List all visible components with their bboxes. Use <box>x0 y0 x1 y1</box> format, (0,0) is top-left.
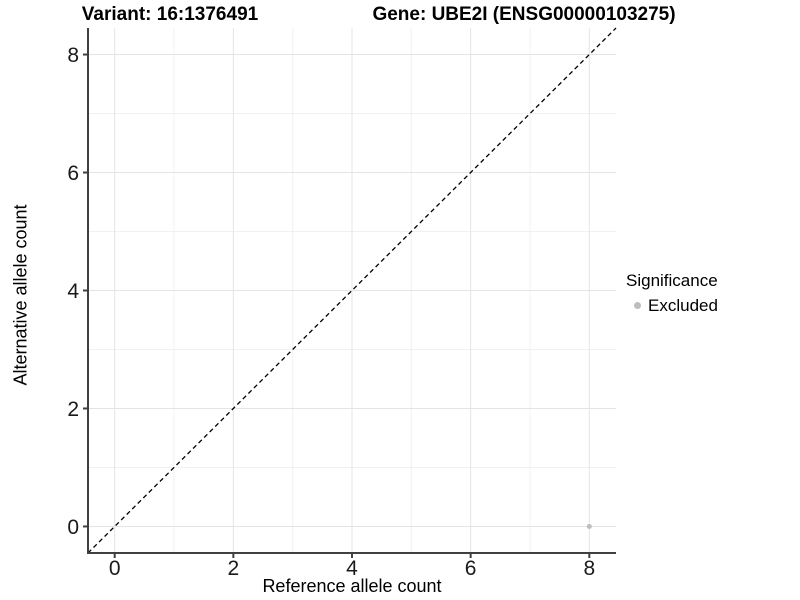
y-tick-label: 2 <box>67 398 79 421</box>
legend: Significance Excluded <box>626 271 718 316</box>
x-tick-label: 2 <box>228 557 240 580</box>
identity-line <box>87 27 617 554</box>
legend-item: Excluded <box>626 295 718 316</box>
y-tick-label: 0 <box>67 516 79 539</box>
legend-item-label: Excluded <box>648 295 718 315</box>
gene-title: Gene: UBE2I (ENSG00000103275) <box>372 4 676 25</box>
y-tick-label: 4 <box>67 280 79 303</box>
x-tick-label: 6 <box>465 557 477 580</box>
legend-key-dot <box>634 302 641 309</box>
legend-items: Excluded <box>626 295 718 316</box>
legend-title: Significance <box>626 271 718 290</box>
x-tick-label: 8 <box>583 557 595 580</box>
y-tick-label: 8 <box>67 44 79 67</box>
y-axis-label: Alternative allele count <box>10 204 31 386</box>
variant-title: Variant: 16:1376491 <box>81 4 259 25</box>
x-axis-label: Reference allele count <box>262 576 442 596</box>
y-tick-label: 6 <box>67 162 79 185</box>
x-tick-label: 0 <box>109 557 121 580</box>
data-point <box>586 523 592 529</box>
x-tick-label: 4 <box>346 557 358 580</box>
